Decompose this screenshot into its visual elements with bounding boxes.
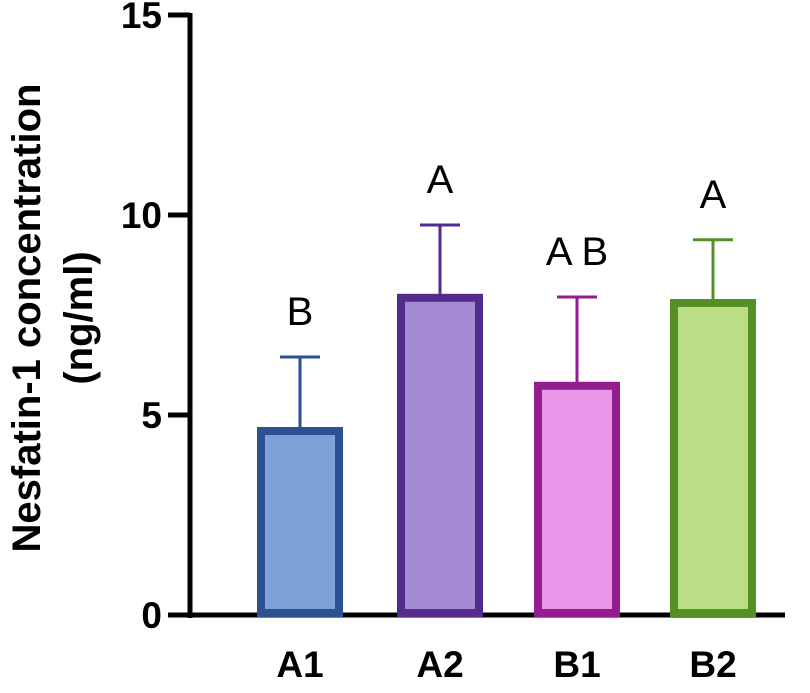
y-tick-label: 15 (121, 0, 162, 36)
y-tick-label: 0 (141, 595, 162, 636)
bars: B A1 A A2 A B B1 A B2 (257, 158, 756, 685)
bar (397, 293, 483, 617)
x-tick-label: B2 (689, 644, 736, 685)
significance-label: A (427, 158, 454, 202)
bar (534, 381, 620, 617)
bar (670, 299, 756, 617)
y-axis-label: Nesfatin-1 concentration (ng/ml) (5, 84, 101, 553)
bar (257, 427, 343, 617)
bar-group-A1: B A1 (257, 290, 343, 685)
y-tick-label: 10 (121, 195, 162, 236)
significance-label: B (287, 290, 314, 334)
y-axis-label-line: (ng/ml) (57, 251, 101, 384)
y-axis-label-line: Nesfatin-1 concentration (5, 84, 49, 553)
significance-label: A (700, 173, 727, 217)
significance-label: A B (546, 230, 608, 274)
bar-group-B2: A B2 (670, 173, 756, 685)
y-tick-label: 5 (141, 395, 162, 436)
bar-group-B1: A B B1 (534, 230, 620, 685)
bar-group-A2: A A2 (397, 158, 483, 685)
x-tick-label: A1 (276, 644, 323, 685)
x-tick-label: B1 (553, 644, 600, 685)
x-tick-label: A2 (416, 644, 463, 685)
